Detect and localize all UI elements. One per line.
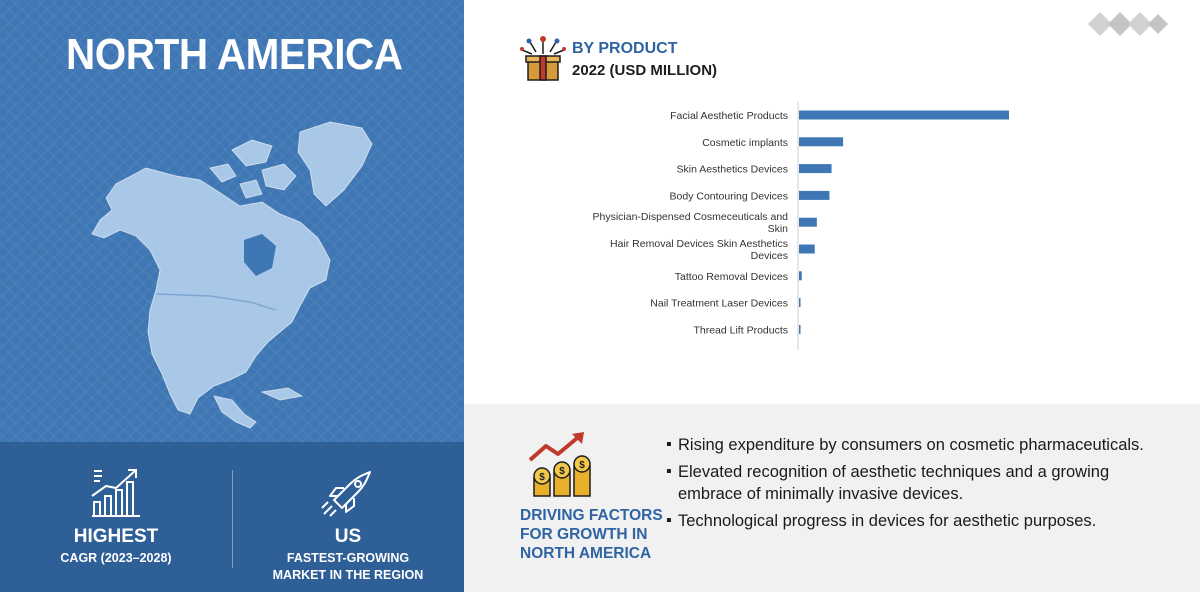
bar-growth-icon	[91, 469, 140, 517]
chart-subtitle: 2022 (USD MILLION)	[572, 62, 718, 79]
chart-bar	[799, 217, 817, 227]
stat-highest-cagr: HIGHEST CAGR (2023–2028)	[0, 442, 232, 592]
drivers-title-line: FOR GROWTH IN	[520, 526, 648, 543]
chart-bar	[799, 298, 801, 308]
category-label: Physician-Dispensed Cosmeceuticals and Sk…	[592, 211, 788, 235]
driver-item: Technological progress in devices for ae…	[666, 510, 1166, 532]
category-label: Nail Treatment Laser Devices	[650, 298, 788, 310]
chart-bar	[799, 110, 1009, 120]
chart-bar	[799, 271, 802, 281]
bottom-strip	[0, 592, 1200, 600]
category-label: Skin Aesthetics Devices	[677, 164, 788, 176]
north-america-map-icon	[91, 121, 373, 429]
rocket-icon	[321, 471, 371, 517]
category-label: Tattoo Removal Devices	[675, 271, 788, 283]
chart-bar	[799, 190, 830, 200]
driver-item: Elevated recognition of aesthetic techni…	[666, 461, 1166, 505]
stat-value: HIGHEST	[73, 526, 159, 547]
chart-bar	[799, 137, 844, 147]
category-label: Hair Removal Devices Skin Aesthetics Devi…	[610, 238, 788, 262]
svg-text:$: $	[559, 466, 565, 477]
chart-bar	[799, 324, 801, 334]
region-panel: NORTH AMERICA	[0, 0, 464, 600]
drivers-title-line: NORTH AMERICA	[520, 545, 652, 562]
category-label: Cosmetic implants	[702, 137, 788, 149]
stat-label-line: MARKET IN THE REGION	[272, 568, 424, 582]
driving-factors-panel: $ $ $ DRIVING FACTORS FOR GROWTH IN NORTH …	[464, 404, 1200, 592]
chart-bar	[799, 244, 815, 254]
chart-title: BY PRODUCT	[572, 40, 678, 57]
stat-divider	[232, 470, 233, 568]
product-bar-chart: Facial Aesthetic Products Cosmetic implan…	[592, 102, 1009, 350]
category-label: Facial Aesthetic Products	[670, 110, 788, 122]
category-label: Body Contouring Devices	[670, 190, 788, 202]
region-title: NORTH AMERICA	[66, 30, 403, 79]
stat-fastest-growing: US FASTEST-GROWING MARKET IN THE REGION	[232, 442, 464, 592]
driver-item: Rising expenditure by consumers on cosme…	[666, 434, 1166, 456]
drivers-title: DRIVING FACTORS FOR GROWTH IN NORTH AMER…	[520, 506, 670, 563]
stats-band: HIGHEST CAGR (2023–2028) US FASTEST-GROW…	[0, 442, 464, 592]
category-label: Thread Lift Products	[693, 324, 788, 336]
stat-label: FASTEST-GROWING MARKET IN THE REGION	[232, 550, 464, 584]
drivers-title-line: DRIVING FACTORS	[520, 507, 663, 524]
stat-label-line: FASTEST-GROWING	[286, 551, 410, 565]
stat-label: CAGR (2023–2028)	[60, 551, 172, 565]
diamond-logo-icon	[1088, 12, 1168, 36]
svg-text:$: $	[579, 460, 585, 471]
svg-text:$: $	[539, 472, 545, 483]
stat-value: US	[334, 526, 362, 547]
money-growth-icon: $ $ $	[528, 432, 591, 497]
gift-box-icon	[520, 36, 566, 81]
chart-bar	[799, 164, 832, 174]
drivers-list: Rising expenditure by consumers on cosme…	[666, 434, 1166, 537]
